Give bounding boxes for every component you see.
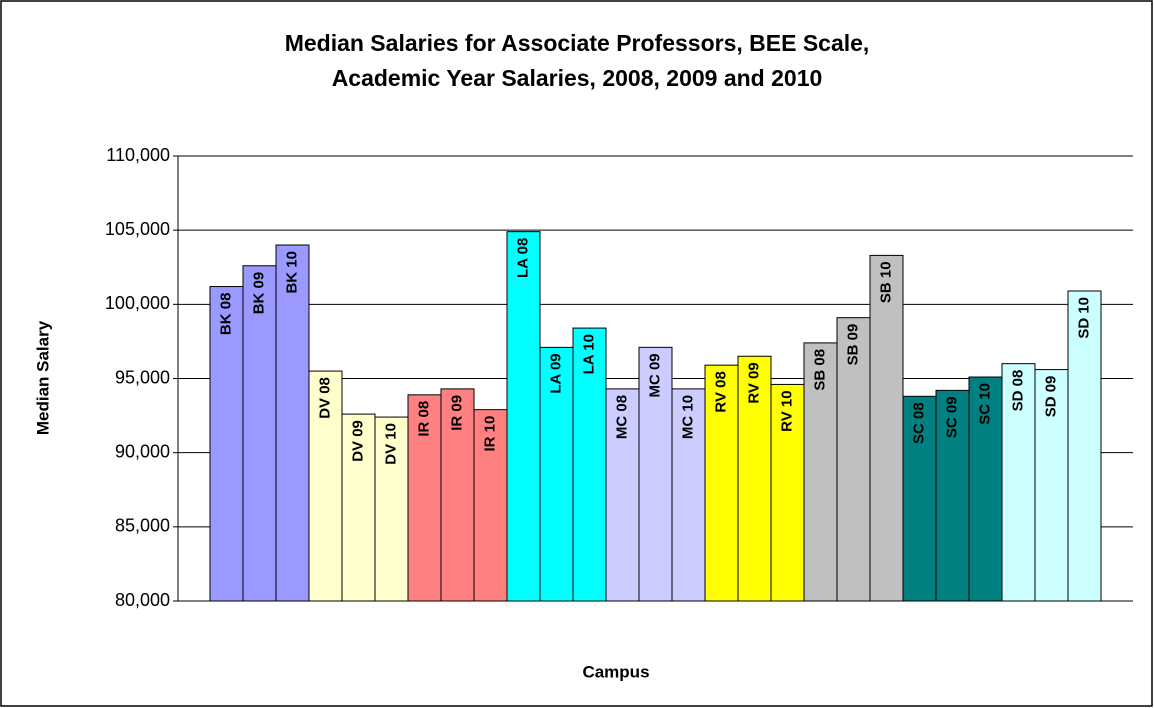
bar-label: IR 08: [415, 401, 432, 437]
x-axis-label: Campus: [582, 662, 649, 681]
bar: [836, 317, 871, 602]
bar: [968, 376, 1003, 602]
bar-label: LA 08: [514, 238, 531, 278]
bar-label: SB 09: [844, 324, 861, 366]
bar-label: SB 10: [877, 261, 894, 303]
bar-label: MC 10: [679, 395, 696, 439]
bar-label: BK 10: [283, 251, 300, 294]
bar: [1034, 369, 1069, 602]
bar-label: SC 08: [910, 402, 927, 444]
bar: [572, 327, 607, 602]
bar-label: BK 09: [250, 272, 267, 315]
y-tick-label: 110,000: [106, 145, 170, 165]
bar: [1001, 363, 1036, 602]
bar: [638, 346, 673, 602]
bar-label: SC 10: [976, 383, 993, 425]
bar: [1067, 290, 1102, 602]
bar-label: SD 08: [1009, 370, 1026, 412]
y-tick-label: 90,000: [115, 441, 170, 461]
bar-label: SB 08: [811, 349, 828, 391]
bar: [275, 244, 310, 602]
bar-label: RV 08: [712, 371, 729, 412]
bar-label: IR 10: [481, 416, 498, 452]
bar: [803, 342, 838, 602]
bar: [209, 286, 244, 602]
y-tick-label: 80,000: [115, 590, 170, 610]
bar: [671, 388, 706, 602]
bar-label: DV 10: [382, 423, 399, 465]
bar-label: LA 09: [547, 353, 564, 393]
y-tick-label: 95,000: [115, 367, 170, 387]
bar-label: DV 08: [316, 377, 333, 419]
bar-label: SD 09: [1042, 376, 1059, 418]
y-tick-label: 105,000: [105, 219, 170, 239]
chart-title: Academic Year Salaries, 2008, 2009 and 2…: [332, 65, 823, 91]
bar: [341, 413, 376, 602]
bar: [770, 383, 805, 602]
bar-label: BK 08: [217, 293, 234, 336]
bar-label: RV 10: [778, 390, 795, 431]
bar: [407, 394, 442, 602]
bar: [506, 231, 541, 602]
y-axis-label: Median Salary: [33, 320, 52, 435]
y-tick-label: 85,000: [115, 516, 170, 536]
bar-label: RV 09: [745, 362, 762, 403]
bar-label: IR 09: [448, 395, 465, 431]
bar: [902, 395, 937, 602]
bar-label: DV 09: [349, 420, 366, 462]
bar: [308, 370, 343, 602]
bar-label: MC 08: [613, 395, 630, 439]
bar: [737, 355, 772, 602]
bar: [704, 364, 739, 602]
bar-label: SD 10: [1075, 297, 1092, 339]
y-tick-label: 100,000: [105, 293, 170, 313]
bar-label: SC 09: [943, 396, 960, 438]
bar: [242, 265, 277, 602]
bar-label: MC 09: [646, 353, 663, 397]
bar: [935, 389, 970, 602]
bar: [869, 254, 904, 602]
bar-label: LA 10: [580, 334, 597, 374]
bar: [473, 409, 508, 602]
chart-title: Median Salaries for Associate Professors…: [285, 30, 870, 56]
